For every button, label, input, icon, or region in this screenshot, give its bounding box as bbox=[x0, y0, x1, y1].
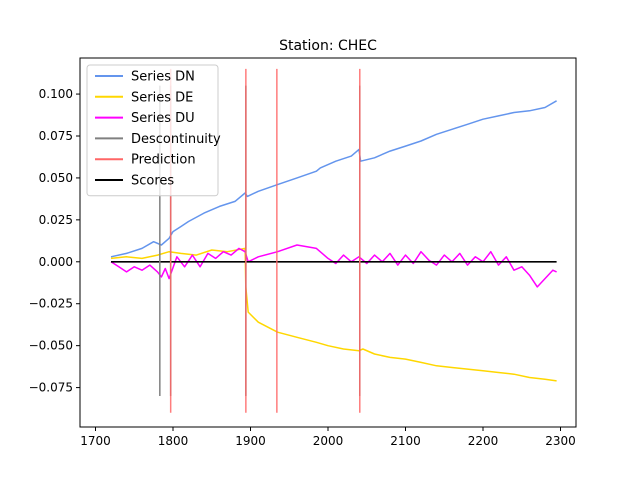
legend: Series DN Series DE Series DU Descontinuity… bbox=[86, 64, 221, 197]
x-tick-label-2100: 2100 bbox=[390, 434, 421, 448]
y-tick-label-0: −0.075 bbox=[29, 381, 73, 395]
x-tick-label-1900: 1900 bbox=[235, 434, 266, 448]
y-tick-label-2: −0.025 bbox=[29, 297, 73, 311]
legend-label-series-du: Series DU bbox=[131, 111, 195, 126]
legend-label-prediction: Prediction bbox=[131, 153, 196, 168]
y-tick-label-6: 0.075 bbox=[39, 129, 73, 143]
series-line-series-dn bbox=[110, 100, 557, 258]
legend-label-series-dn: Series DN bbox=[131, 70, 195, 85]
y-tick-label-7: 0.100 bbox=[39, 87, 73, 101]
legend-label-series-de: Series DE bbox=[131, 90, 193, 105]
legend-label-scores: Scores bbox=[131, 174, 174, 189]
y-tick-label-1: −0.050 bbox=[29, 339, 73, 353]
y-tick-label-5: 0.050 bbox=[39, 171, 73, 185]
x-tick-label-2200: 2200 bbox=[468, 434, 499, 448]
legend-label-descontinuity: Descontinuity bbox=[131, 132, 221, 147]
series-line-series-de bbox=[110, 247, 557, 382]
x-tick-label-1700: 1700 bbox=[80, 434, 111, 448]
x-axis: 1700 1800 1900 2000 2100 2200 2300 bbox=[80, 427, 576, 448]
y-axis: −0.075 −0.050 −0.025 0.000 0.025 0.050 0.075 0.… bbox=[29, 87, 80, 395]
y-tick-label-4: 0.025 bbox=[39, 213, 73, 227]
x-tick-label-2300: 2300 bbox=[545, 434, 576, 448]
x-tick-label-2000: 2000 bbox=[313, 434, 344, 448]
y-tick-label-3: 0.000 bbox=[39, 255, 73, 269]
x-tick-label-1800: 1800 bbox=[158, 434, 189, 448]
plot-area bbox=[110, 68, 557, 413]
chart-title: Station: CHEC bbox=[279, 38, 377, 54]
